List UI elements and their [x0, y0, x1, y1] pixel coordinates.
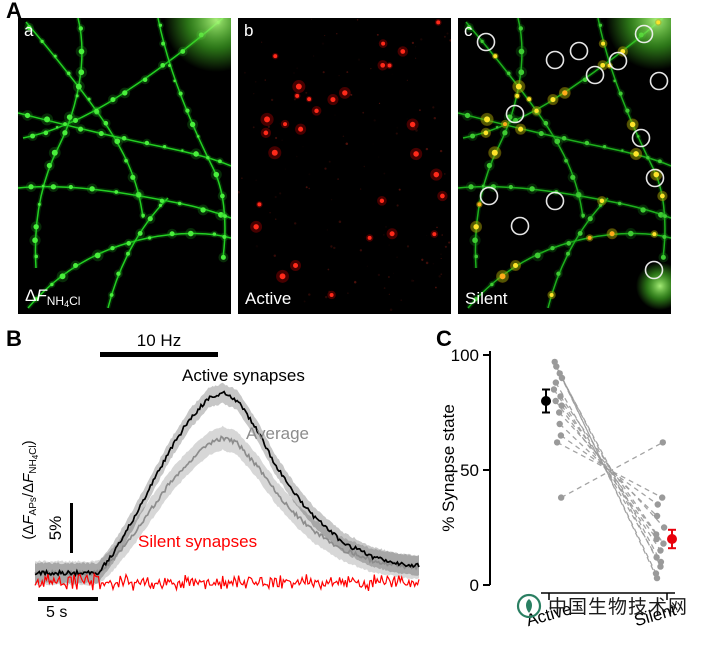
- svg-text:100: 100: [451, 346, 479, 365]
- panel-b-label: B: [6, 326, 22, 351]
- ylab-mid: /Δ: [20, 482, 37, 498]
- synapse-state-plot: 0 50 100: [451, 346, 677, 600]
- ylab-f2: F: [20, 473, 37, 483]
- ylab-open: (Δ: [20, 524, 37, 540]
- micrograph-a-caption: ΔFNH4Cl: [25, 286, 80, 309]
- caption-nh: NH: [46, 294, 65, 308]
- watermark: 中国生物技术网: [516, 592, 688, 619]
- caption-four: 4: [64, 299, 70, 309]
- svg-text:0: 0: [470, 576, 479, 595]
- traces-plot: [34, 382, 420, 592]
- stimulus-bar: [100, 352, 218, 357]
- subpanel-b-label: b: [244, 21, 254, 40]
- active-trace-label: Active synapses: [182, 366, 305, 385]
- synapse-state-y-axis-label: % Synapse state: [439, 404, 458, 532]
- caption-cl: Cl: [69, 294, 81, 308]
- panel-a-label: A: [6, 0, 22, 23]
- micrograph-c-caption: Silent: [465, 289, 508, 308]
- micrograph-active-image: [238, 18, 451, 314]
- y-scalebar-label: 5%: [46, 515, 65, 541]
- ylab-close: ): [20, 440, 37, 446]
- subpanel-a-label: a: [24, 21, 34, 40]
- silent-trace-label: Silent synapses: [138, 532, 258, 551]
- micrograph-green-image: [18, 18, 231, 314]
- svg-text:50: 50: [460, 461, 479, 480]
- subpanel-c-label: c: [464, 21, 473, 40]
- average-trace-label: Average: [246, 424, 310, 443]
- micrograph-active-channel: b Active: [238, 18, 451, 314]
- traces-y-axis-label: (ΔFAPs/ΔFNH4Cl): [20, 440, 40, 539]
- x-scalebar: [38, 597, 98, 601]
- micrograph-merged-image: [458, 18, 671, 314]
- ylab-cl: Cl: [28, 445, 39, 455]
- y-scalebar: [70, 503, 73, 553]
- stimulus-label: 10 Hz: [136, 331, 182, 350]
- caption-subscript: NH4Cl: [46, 294, 81, 309]
- watermark-text: 中国生物技术网: [548, 597, 689, 618]
- caption-f: F: [36, 286, 47, 305]
- ylab-four: 4: [31, 454, 40, 460]
- x-scalebar-label: 5 s: [46, 604, 68, 621]
- watermark-logo-icon: [516, 593, 542, 618]
- micrograph-green-channel: a ΔFNH4Cl: [18, 18, 231, 314]
- ylab-aps: APs: [28, 497, 39, 516]
- caption-delta: Δ: [25, 286, 37, 305]
- ylab-nh: NH: [28, 459, 39, 474]
- ylab-sub2: NH4Cl: [28, 445, 40, 474]
- panel-c-label: C: [436, 326, 452, 351]
- micrograph-merged-silent: c Silent: [458, 18, 671, 314]
- micrograph-b-caption: Active: [245, 289, 292, 308]
- ylab-f1: F: [20, 515, 37, 525]
